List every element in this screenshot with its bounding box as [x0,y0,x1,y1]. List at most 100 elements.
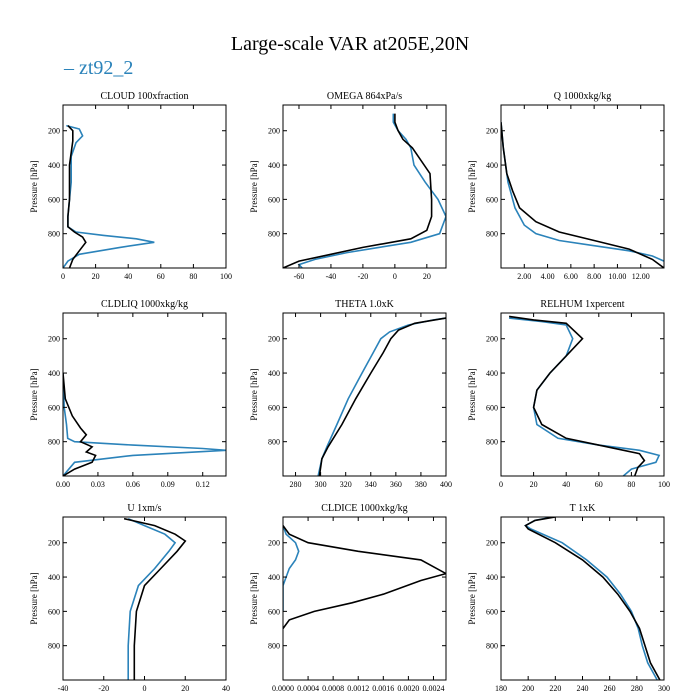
y-axis-label: Pressure [hPa] [29,368,39,420]
series-line-zt92_2 [523,517,658,680]
x-tick-label: -40 [58,684,69,693]
x-tick-label: 10.00 [608,272,626,281]
x-tick-label: 0 [393,272,397,281]
x-tick-label: 20 [92,272,100,281]
y-tick-label: 200 [268,539,280,548]
y-tick-label: 800 [48,642,60,651]
y-tick-label: 400 [48,161,60,170]
y-tick-label: 400 [268,369,280,378]
panel-1: OMEGA 864xPa/s Pressure [hPa] -60 -40 -20 0 20… [249,91,447,281]
series-line-reference [283,525,446,629]
x-tick-label: 300 [315,480,327,489]
series-line-reference [508,315,646,476]
x-tick-label: 6.00 [564,272,578,281]
series-line-zt92_2 [127,517,177,680]
panel-title: RELHUM 1xpercent [540,299,624,310]
y-tick-label: 800 [48,438,60,447]
x-tick-label: 100 [658,480,670,489]
x-tick-label: 340 [365,480,377,489]
plot-frame [282,312,447,477]
y-tick-label: 200 [486,335,498,344]
plot-frame [282,104,447,269]
plot-frame [500,104,665,269]
x-tick-label: 0.12 [196,480,210,489]
x-tick-label: 380 [415,480,427,489]
x-tick-label: -20 [358,272,369,281]
y-tick-label: 600 [268,403,280,412]
y-tick-label: 400 [268,573,280,582]
panel-title: THETA 1.0xK [335,299,394,310]
y-tick-label: 400 [486,161,498,170]
y-axis-label: Pressure [hPa] [467,368,477,420]
x-tick-label: 0 [61,272,65,281]
panel-title: U 1xm/s [127,503,161,514]
y-tick-label: 400 [268,161,280,170]
x-tick-label: -20 [98,684,109,693]
x-tick-label: 20 [530,480,538,489]
y-tick-label: 600 [268,195,280,204]
y-tick-label: 800 [48,230,60,239]
y-axis-label: Pressure [hPa] [249,160,259,212]
x-tick-label: 320 [340,480,352,489]
y-tick-label: 200 [48,127,60,136]
panel-title: Q 1000xkg/kg [554,91,612,102]
y-tick-label: 200 [48,539,60,548]
x-tick-label: 100 [220,272,232,281]
y-tick-label: 800 [268,438,280,447]
panel-4: THETA 1.0xK Pressure [hPa] 280 300 320 340 360… [249,299,452,489]
x-tick-label: 40 [124,272,132,281]
series-line-zt92_2 [63,124,155,268]
y-tick-label: 200 [268,127,280,136]
y-tick-label: 400 [486,369,498,378]
panel-title: CLDICE 1000xkg/kg [321,503,407,514]
panel-5: RELHUM 1xpercent Pressure [hPa] 0 20 40 60 80 1… [467,299,670,489]
x-tick-label: 20 [181,684,189,693]
x-tick-label: 0.0024 [422,684,444,693]
x-tick-label: 60 [157,272,165,281]
y-tick-label: 800 [268,230,280,239]
series-line-reference [283,113,433,268]
panel-0: CLOUD 100xfraction Pressure [hPa] 0 20 40 60 8… [29,91,232,281]
y-tick-label: 600 [486,195,498,204]
y-tick-label: 800 [268,642,280,651]
x-tick-label: 200 [522,684,534,693]
plot-frame [282,516,447,681]
y-tick-label: 800 [486,642,498,651]
x-tick-label: 0.09 [161,480,175,489]
panel-title: OMEGA 864xPa/s [327,91,402,102]
x-tick-label: 400 [440,480,452,489]
y-axis-label: Pressure [hPa] [467,572,477,624]
x-tick-label: 80 [189,272,197,281]
panel-8: T 1xK Pressure [hPa] 180 200 220 240 260 280 300… [467,503,670,693]
x-tick-label: 0.00 [56,480,70,489]
y-tick-label: 400 [48,573,60,582]
x-tick-label: 240 [577,684,589,693]
x-tick-label: 80 [627,480,635,489]
panel-title: T 1xK [570,503,596,514]
y-axis-label: Pressure [hPa] [29,160,39,212]
legend-entry: – zt92_2 [64,57,134,79]
plot-frame [500,312,665,477]
x-tick-label: 280 [290,480,302,489]
y-tick-label: 600 [48,403,60,412]
x-tick-label: 0.06 [126,480,140,489]
series-line-reference [123,517,187,680]
panel-title: CLDLIQ 1000xkg/kg [101,299,188,310]
x-tick-label: 4.00 [541,272,555,281]
x-tick-label: 0.0020 [397,684,419,693]
series-line-zt92_2 [509,317,661,476]
x-tick-label: 0 [499,480,503,489]
plot-frame [62,516,227,681]
figure-title: Large-scale VAR at205E,20N [230,33,470,55]
y-tick-label: 800 [486,230,498,239]
x-tick-label: 40 [562,480,570,489]
series-line-reference [318,317,446,476]
y-tick-label: 200 [486,127,498,136]
y-tick-label: 600 [48,607,60,616]
x-tick-label: 40 [222,684,230,693]
x-tick-label: 12.00 [632,272,650,281]
series-line-zt92_2 [501,122,664,262]
y-tick-label: 200 [486,539,498,548]
x-tick-label: 180 [495,684,507,693]
